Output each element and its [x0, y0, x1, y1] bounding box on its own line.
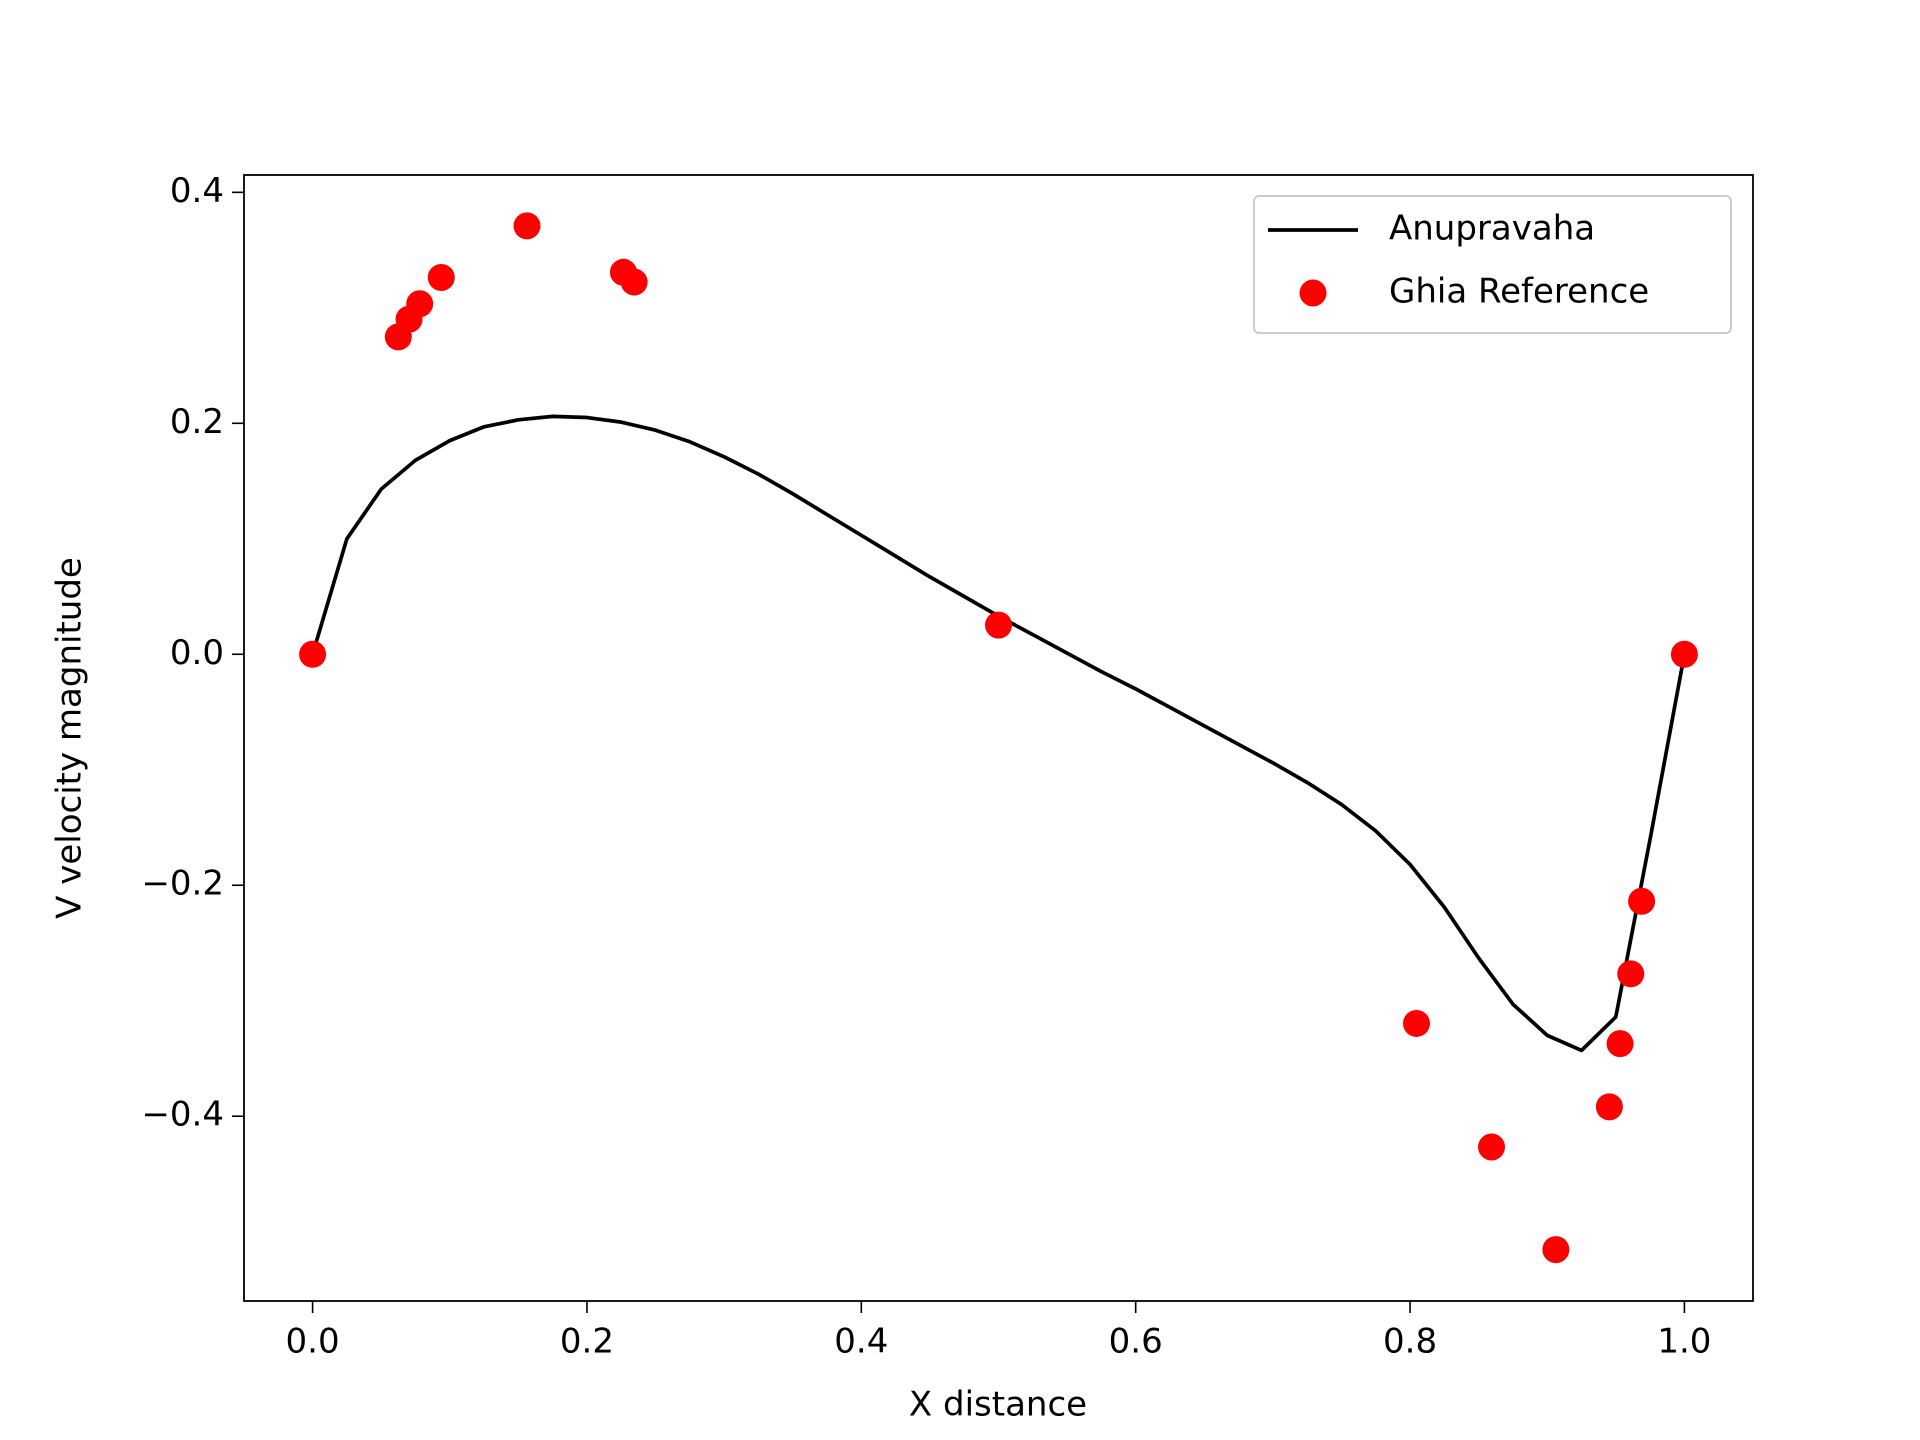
x-tick-label: 0.2	[560, 1322, 614, 1362]
legend-label: Anupravaha	[1389, 209, 1595, 249]
data-point	[1595, 1093, 1623, 1121]
y-axis-label: V velocity magnitude	[50, 557, 90, 919]
data-point	[427, 263, 455, 291]
data-point	[1542, 1236, 1570, 1264]
data-point	[1628, 887, 1656, 915]
x-tick-label: 0.8	[1383, 1322, 1437, 1362]
data-point	[513, 212, 541, 240]
x-axis-label: X distance	[909, 1385, 1087, 1425]
legend-box	[1253, 195, 1732, 334]
y-tick-label: −0.2	[141, 864, 224, 904]
x-tick-label: 0.0	[286, 1322, 340, 1362]
data-line	[310, 414, 1687, 1053]
y-tick-label: 0.4	[170, 171, 224, 211]
x-tick-label: 0.4	[834, 1322, 888, 1362]
data-point	[1478, 1133, 1506, 1161]
data-point	[620, 268, 648, 296]
y-tick-label: 0.0	[170, 633, 224, 673]
y-tick-label: −0.4	[141, 1095, 224, 1135]
data-point	[985, 611, 1012, 639]
legend-label: Ghia Reference	[1389, 272, 1649, 312]
data-point	[1402, 1009, 1430, 1037]
x-tick-label: 0.6	[1109, 1322, 1163, 1362]
x-tick-label: 1.0	[1657, 1322, 1711, 1362]
data-point	[1670, 640, 1698, 668]
data-point	[299, 640, 327, 668]
legend-marker	[1299, 279, 1327, 307]
data-point	[1617, 960, 1645, 988]
data-point	[406, 290, 434, 318]
plot-frame	[243, 174, 1754, 1302]
data-point	[1606, 1030, 1634, 1058]
y-tick-label: 0.2	[170, 402, 224, 442]
